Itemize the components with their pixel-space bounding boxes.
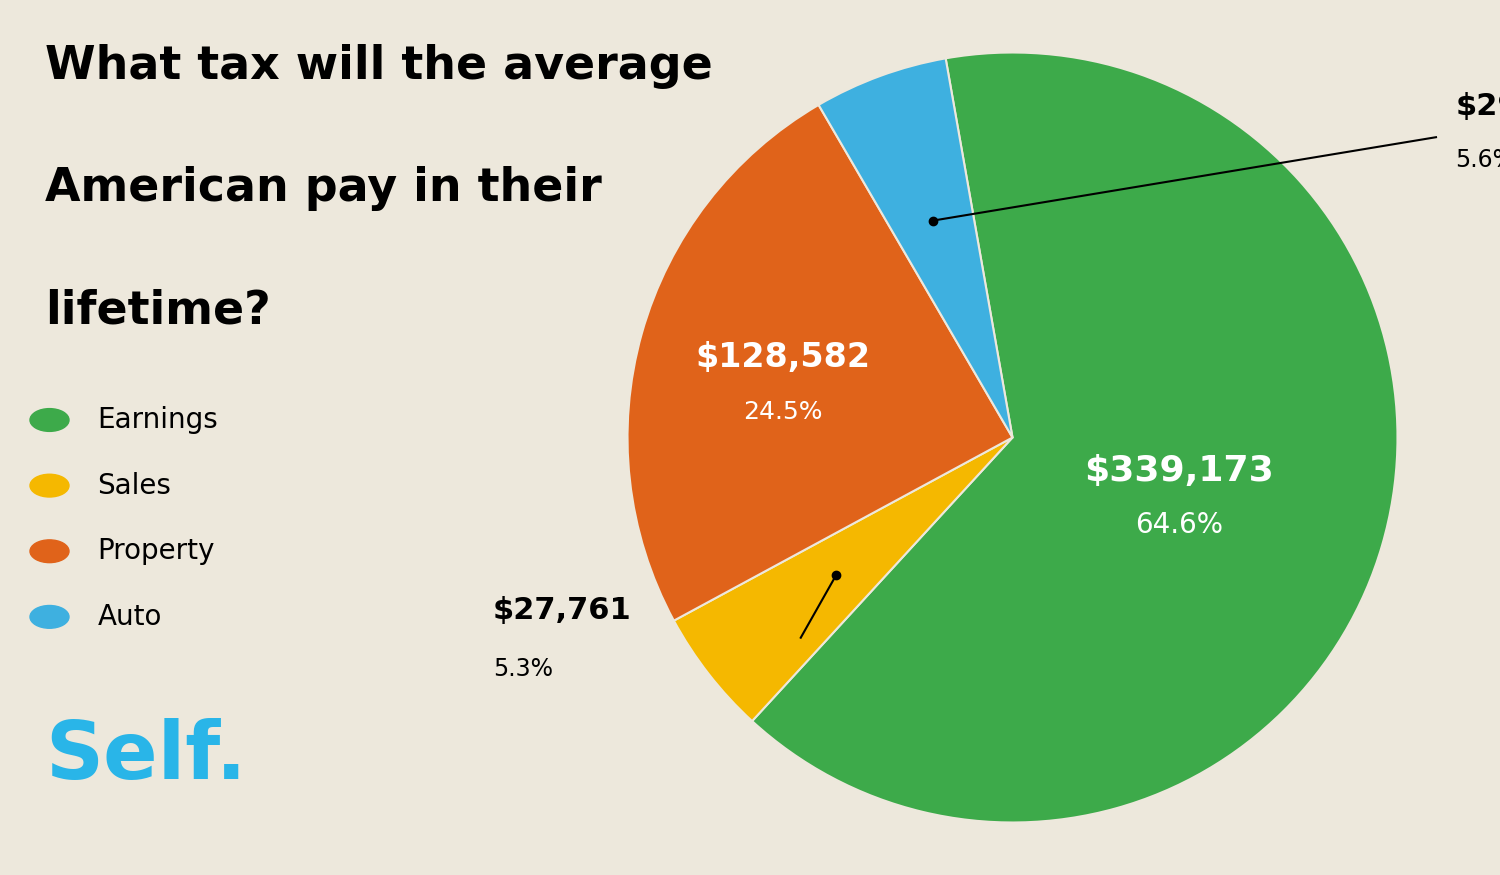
Text: 5.3%: 5.3% <box>492 656 552 681</box>
Text: 24.5%: 24.5% <box>742 400 822 424</box>
Text: $29,521: $29,521 <box>1455 92 1500 121</box>
Text: Auto: Auto <box>98 603 162 631</box>
Circle shape <box>30 606 69 628</box>
Text: $339,173: $339,173 <box>1084 453 1274 487</box>
Text: 5.6%: 5.6% <box>1455 148 1500 172</box>
Circle shape <box>30 540 69 563</box>
Text: lifetime?: lifetime? <box>45 289 270 333</box>
Circle shape <box>30 409 69 431</box>
Wedge shape <box>627 105 1013 620</box>
Text: What tax will the average: What tax will the average <box>45 44 712 88</box>
Text: Sales: Sales <box>98 472 171 500</box>
Text: $128,582: $128,582 <box>694 341 870 374</box>
Text: Self.: Self. <box>45 718 246 796</box>
Wedge shape <box>819 59 1013 438</box>
Wedge shape <box>752 52 1398 822</box>
Text: 64.6%: 64.6% <box>1136 511 1222 539</box>
Text: Earnings: Earnings <box>98 406 219 434</box>
Circle shape <box>30 474 69 497</box>
Text: $27,761: $27,761 <box>492 596 632 626</box>
Text: Property: Property <box>98 537 214 565</box>
Wedge shape <box>674 438 1012 721</box>
Text: American pay in their: American pay in their <box>45 166 602 211</box>
